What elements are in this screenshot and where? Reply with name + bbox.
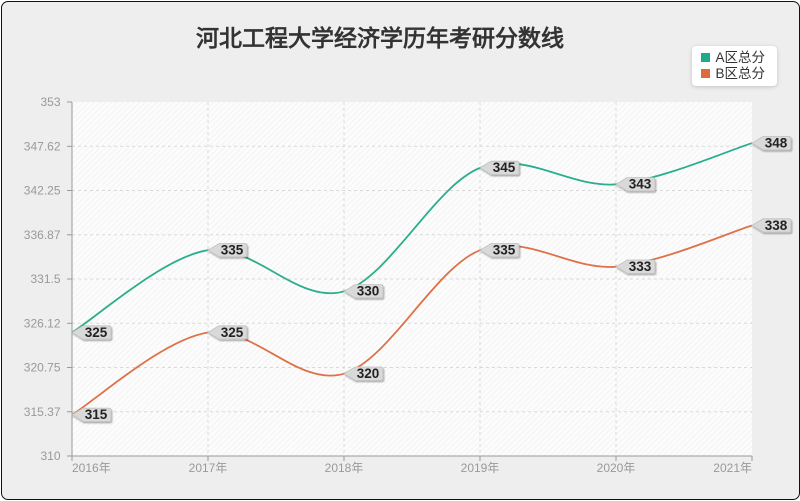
- svg-text:2021年: 2021年: [713, 461, 752, 475]
- svg-text:2018年: 2018年: [324, 461, 363, 475]
- svg-text:335: 335: [220, 242, 243, 257]
- svg-text:345: 345: [492, 160, 515, 175]
- svg-text:336.87: 336.87: [23, 227, 60, 241]
- svg-text:325: 325: [84, 324, 107, 339]
- svg-text:310: 310: [40, 449, 60, 463]
- svg-text:320: 320: [356, 366, 379, 381]
- svg-text:342.25: 342.25: [23, 183, 60, 197]
- svg-text:353: 353: [40, 95, 60, 109]
- svg-text:315.37: 315.37: [23, 404, 60, 418]
- svg-text:335: 335: [492, 242, 515, 257]
- svg-text:2017年: 2017年: [188, 461, 227, 475]
- svg-text:331.5: 331.5: [30, 272, 60, 286]
- svg-text:338: 338: [764, 217, 787, 232]
- svg-text:348: 348: [764, 135, 787, 150]
- svg-text:330: 330: [356, 283, 379, 298]
- svg-text:320.75: 320.75: [23, 360, 60, 374]
- svg-text:326.12: 326.12: [23, 316, 60, 330]
- svg-text:315: 315: [84, 407, 107, 422]
- svg-text:343: 343: [628, 176, 651, 191]
- svg-text:347.62: 347.62: [23, 139, 60, 153]
- svg-text:2019年: 2019年: [460, 461, 499, 475]
- svg-text:2016年: 2016年: [72, 461, 111, 475]
- svg-text:333: 333: [628, 259, 651, 274]
- svg-text:2020年: 2020年: [596, 461, 635, 475]
- svg-text:325: 325: [220, 324, 243, 339]
